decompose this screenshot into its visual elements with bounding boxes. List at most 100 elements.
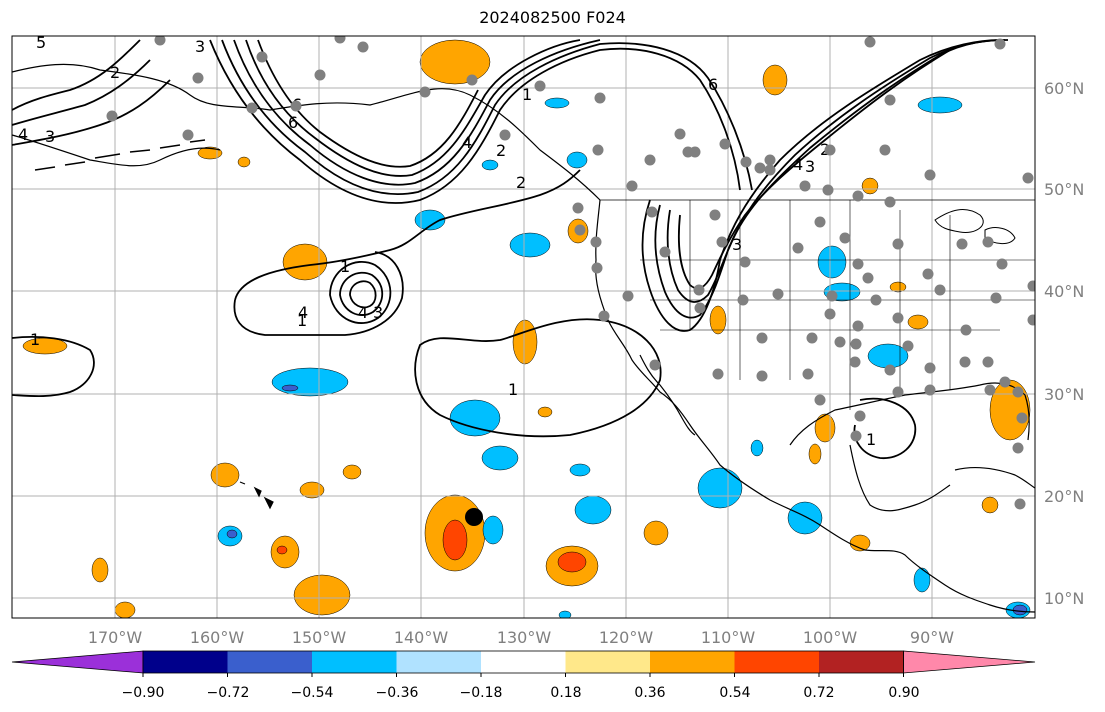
station-dot: [922, 268, 934, 280]
station-dot: [826, 290, 838, 302]
anomaly-patch: [537, 406, 553, 418]
longitude-labels: 170°W 160°W 150°W 140°W 130°W 120°W 110°…: [88, 628, 954, 647]
anomaly-patch: [989, 379, 1031, 441]
station-dot: [534, 80, 546, 92]
station-dot: [984, 384, 996, 396]
colorbar-tick-label: 0.18: [550, 685, 581, 701]
station-dot: [959, 356, 971, 368]
colorbar-bin: [650, 651, 735, 673]
lat-tick-label: 50°N: [1044, 180, 1084, 199]
station-dot: [849, 356, 861, 368]
lon-tick-label: 140°W: [394, 628, 449, 647]
anomaly-patch: [197, 146, 223, 160]
contour-label: 3: [732, 235, 742, 254]
station-dot: [1022, 172, 1034, 184]
station-dot: [572, 202, 584, 214]
lon-tick-label: 170°W: [88, 628, 143, 647]
station-dot: [644, 154, 656, 166]
contour-label: 2: [516, 173, 526, 192]
anomaly-patch: [281, 384, 299, 392]
contour-label: 4: [298, 303, 308, 322]
colorbar-bin: [565, 651, 650, 673]
anomaly-patch: [913, 567, 931, 593]
colorbar-bin: [312, 651, 397, 673]
station-dot: [756, 370, 768, 382]
anomaly-patch: [917, 96, 963, 114]
station-dot: [999, 376, 1011, 388]
station-dot: [591, 262, 603, 274]
anomaly-patch: [481, 445, 519, 471]
station-dot: [709, 209, 721, 221]
colorbar-tick-label: −0.54: [291, 685, 334, 701]
station-dot: [290, 100, 302, 112]
station-dot: [716, 236, 728, 248]
contour-label: 4: [358, 303, 368, 322]
station-dot: [659, 246, 671, 258]
station-dot: [592, 144, 604, 156]
contour-label: 6: [708, 75, 718, 94]
anomaly-patch: [574, 495, 612, 525]
contour-label: 3: [45, 127, 55, 146]
storm-center-marker: [465, 508, 483, 526]
station-dot: [982, 356, 994, 368]
station-dot: [694, 302, 706, 314]
station-dot: [693, 284, 705, 296]
station-dot: [357, 41, 369, 53]
station-dot: [737, 294, 749, 306]
contour-label: 5: [36, 33, 46, 52]
station-dot: [106, 110, 118, 122]
station-dot: [864, 36, 876, 48]
colorbar-bin: [481, 651, 566, 673]
station-dot: [850, 430, 862, 442]
contour-label: 3: [805, 157, 815, 176]
anomaly-patch: [276, 545, 288, 555]
latitude-labels: 60°N 50°N 40°N 30°N 20°N 10°N: [1044, 79, 1084, 608]
colorbar-bin: [734, 651, 819, 673]
station-dot: [590, 236, 602, 248]
station-dot: [852, 320, 864, 332]
anomaly-patch: [981, 496, 999, 514]
anomaly-patch: [643, 520, 669, 546]
station-dot: [182, 129, 194, 141]
anomaly-patch: [907, 314, 929, 330]
anomaly-patch: [569, 463, 591, 477]
anomaly-fills: [22, 39, 1031, 618]
anomaly-patch: [762, 64, 788, 96]
contour-label: 1: [522, 85, 532, 104]
station-dot: [854, 410, 866, 422]
station-dots: [106, 36, 1035, 510]
station-dot: [598, 310, 610, 322]
station-dot: [802, 368, 814, 380]
anomaly-patch: [558, 610, 572, 618]
contour-labels: 5 2 3 4 3 6 6 1 6 4 2 4 2 3 2 1 4 3 1 1 …: [18, 33, 876, 449]
contour-label: 2: [496, 141, 506, 160]
anomaly-patch: [271, 367, 349, 397]
station-dot: [884, 364, 896, 376]
station-dot: [824, 144, 836, 156]
station-dot: [466, 74, 478, 86]
station-dot: [924, 169, 936, 181]
anomaly-patch: [512, 319, 538, 365]
station-dot: [814, 394, 826, 406]
anomaly-patch: [114, 601, 136, 618]
anomaly-patch: [566, 151, 588, 169]
lat-tick-label: 40°N: [1044, 282, 1084, 301]
station-dot: [772, 288, 784, 300]
contour-label: 1: [30, 330, 40, 349]
height-contours: [12, 39, 1009, 459]
colorbar-bin: [227, 651, 312, 673]
station-dot: [824, 308, 836, 320]
anomaly-patch: [210, 462, 240, 488]
colorbar-tick-label: −0.72: [207, 685, 250, 701]
anomaly-patch: [293, 574, 351, 616]
colorbar-labels: −0.90 −0.72 −0.54 −0.36 −0.18 0.18 0.36 …: [122, 685, 920, 701]
lon-tick-label: 100°W: [803, 628, 858, 647]
contour-label: 3: [195, 37, 205, 56]
colorbar-tick-label: −0.36: [376, 685, 419, 701]
contour-label: 4: [18, 125, 28, 144]
station-dot: [256, 51, 268, 63]
station-dot: [419, 86, 431, 98]
colorbar-tick-label: −0.18: [460, 685, 503, 701]
colorbar-tick-label: 0.90: [888, 685, 919, 701]
station-dot: [806, 332, 818, 344]
